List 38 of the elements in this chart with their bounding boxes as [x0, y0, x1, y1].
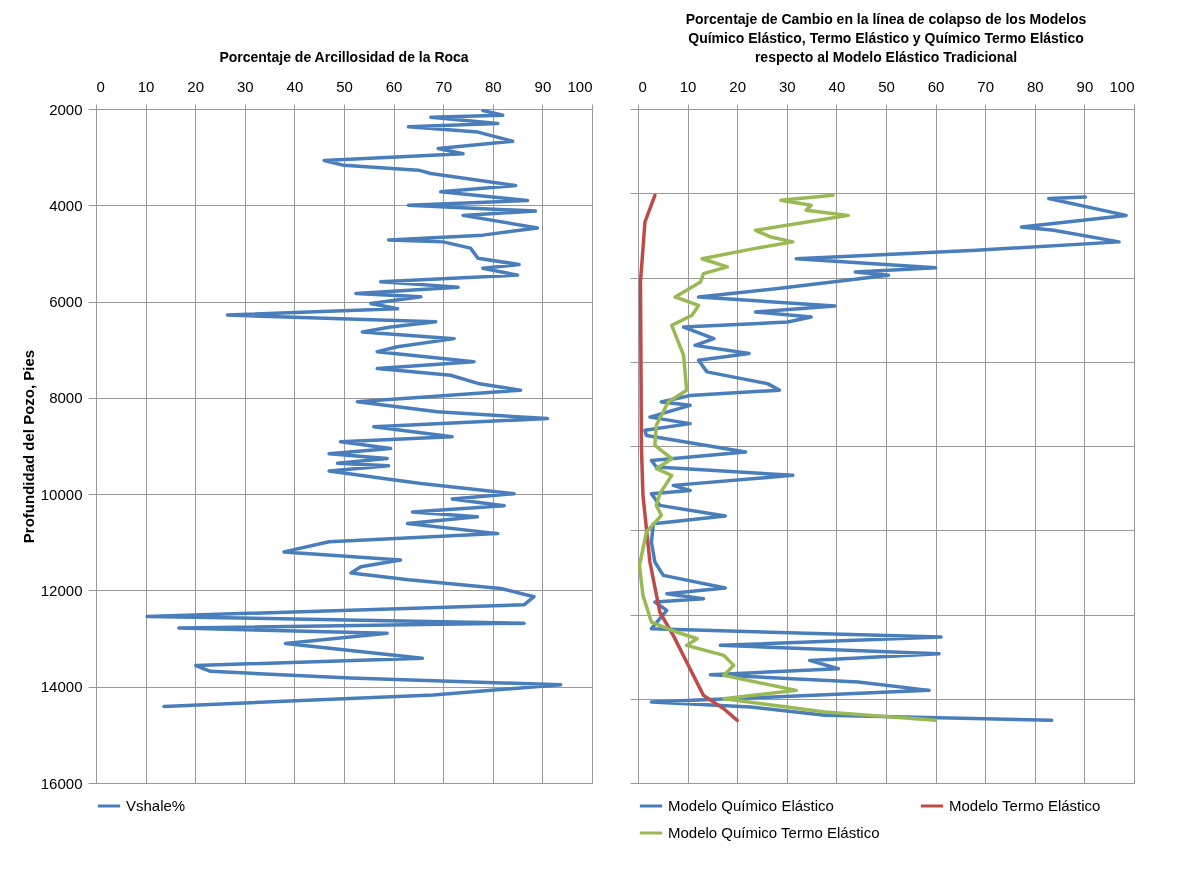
y-tick-label: 8000: [49, 389, 83, 407]
x-tick-label: 50: [878, 77, 895, 95]
x-tick-label: 10: [137, 77, 155, 95]
y-tick-label: 6000: [49, 293, 83, 311]
x-tick-label: 30: [778, 77, 796, 95]
y-tick-label: 4000: [49, 196, 83, 214]
legend-label: Modelo Químico Termo Elástico: [668, 824, 880, 841]
x-tick-label: 20: [187, 77, 205, 95]
y-tick-label: 14000: [40, 678, 83, 696]
x-tick-label: 90: [534, 77, 552, 95]
x-tick-label: 40: [828, 77, 846, 95]
x-tick-label: 60: [927, 77, 945, 95]
line-series: [145, 109, 563, 709]
x-tick-label: 100: [1109, 77, 1135, 95]
x-tick-label: 100: [567, 77, 593, 95]
legend-label: Vshale%: [126, 797, 186, 814]
y-tick-label: 2000: [49, 100, 83, 118]
legend-label: Modelo Termo Elástico: [949, 797, 1101, 814]
x-tick-label: 80: [484, 77, 502, 95]
x-tick-label: 80: [1026, 77, 1044, 95]
x-tick-label: 40: [286, 77, 304, 95]
y-axis-title: Profundidad del Pozo, Pies: [19, 349, 37, 544]
x-tick-label: 90: [1076, 77, 1094, 95]
legend-label: Modelo Químico Elástico: [668, 797, 834, 814]
x-tick-label: 30: [236, 77, 254, 95]
y-tick-label: 10000: [40, 485, 83, 503]
x-tick-label: 0: [96, 77, 105, 95]
chart-title: Porcentaje de Cambio en la línea de colapso de los Modelos Químico Elástico, Termo Elástico y Químico Termo Elástico respecto al Modelo Elástico Tradicional: [685, 11, 1087, 65]
x-tick-label: 50: [336, 77, 353, 95]
y-tick-label: 12000: [40, 581, 83, 599]
x-tick-label: 60: [385, 77, 403, 95]
x-tick-label: 70: [435, 77, 453, 95]
x-tick-label: 0: [638, 77, 647, 95]
x-tick-label: 70: [977, 77, 995, 95]
y-tick-label: 16000: [40, 774, 83, 792]
chart-title: Porcentaje de Arcillosidad de la Roca: [219, 49, 469, 65]
x-tick-label: 20: [729, 77, 747, 95]
x-tick-label: 10: [679, 77, 697, 95]
